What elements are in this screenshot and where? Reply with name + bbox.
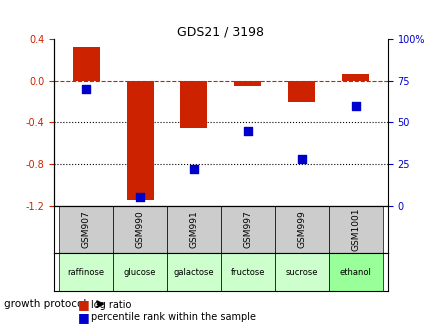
Bar <box>126 81 153 200</box>
FancyBboxPatch shape <box>167 253 221 291</box>
FancyBboxPatch shape <box>113 253 167 291</box>
FancyBboxPatch shape <box>328 205 382 253</box>
FancyBboxPatch shape <box>221 253 274 291</box>
Text: GSM999: GSM999 <box>297 210 305 248</box>
Text: GSM991: GSM991 <box>189 210 198 248</box>
Point <box>298 156 304 162</box>
Text: log ratio: log ratio <box>90 300 131 310</box>
FancyBboxPatch shape <box>59 253 113 291</box>
Point <box>83 87 89 92</box>
Text: GSM990: GSM990 <box>135 210 144 248</box>
Bar <box>288 81 314 102</box>
Text: galactose: galactose <box>173 267 214 277</box>
Text: fructose: fructose <box>230 267 264 277</box>
Point <box>190 166 197 172</box>
Text: GSM997: GSM997 <box>243 210 252 248</box>
FancyBboxPatch shape <box>113 205 167 253</box>
Bar <box>180 81 207 128</box>
Bar <box>341 74 368 81</box>
Text: GSM1001: GSM1001 <box>350 208 359 251</box>
Point <box>351 103 358 108</box>
FancyBboxPatch shape <box>167 205 221 253</box>
Point <box>244 128 251 133</box>
Bar <box>234 81 261 86</box>
FancyBboxPatch shape <box>59 205 113 253</box>
Text: percentile rank within the sample: percentile rank within the sample <box>90 312 255 322</box>
Text: GSM907: GSM907 <box>82 210 90 248</box>
Text: ■: ■ <box>77 311 89 324</box>
FancyBboxPatch shape <box>274 253 328 291</box>
Text: ethanol: ethanol <box>339 267 371 277</box>
Text: glucose: glucose <box>123 267 156 277</box>
Text: raffinose: raffinose <box>68 267 104 277</box>
FancyBboxPatch shape <box>221 205 274 253</box>
Text: sucrose: sucrose <box>285 267 317 277</box>
Title: GDS21 / 3198: GDS21 / 3198 <box>177 25 264 38</box>
Point <box>136 195 143 200</box>
Text: ■: ■ <box>77 298 89 311</box>
Text: growth protocol: growth protocol <box>4 299 86 309</box>
Bar <box>73 46 99 81</box>
FancyBboxPatch shape <box>328 253 382 291</box>
FancyBboxPatch shape <box>274 205 328 253</box>
